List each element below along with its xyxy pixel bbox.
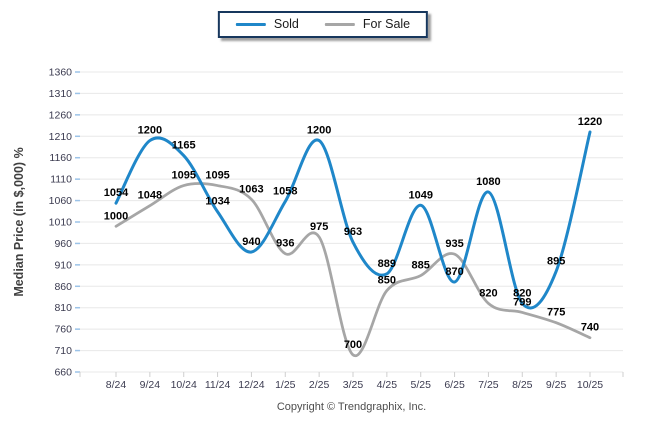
x-tick-label: 3/25	[343, 379, 364, 391]
y-tick-label: 1360	[49, 67, 73, 79]
x-tick-label: 4/25	[377, 379, 398, 391]
for-sale-point-label: 885	[412, 260, 430, 272]
for-sale-point-label: 1063	[239, 183, 263, 195]
y-tick-label: 1160	[49, 152, 72, 164]
for-sale-line	[114, 182, 592, 357]
for-sale-point-label: 1095	[205, 170, 229, 182]
for-sale-point-label: 700	[344, 339, 362, 351]
legend-item-for-sale: For Sale	[324, 17, 411, 31]
sold-point-label: 1080	[476, 176, 500, 188]
legend-label: For Sale	[362, 17, 411, 31]
sold-point-label: 1220	[578, 116, 602, 128]
y-tick-label: 1260	[49, 109, 73, 121]
sold-line	[114, 130, 592, 310]
y-tick-label: 660	[54, 367, 72, 379]
y-tick-label: 910	[54, 259, 72, 271]
y-tick-label: 1310	[49, 88, 73, 100]
x-tick-label: 10/24	[171, 379, 197, 391]
sold-point-label: 1049	[408, 189, 432, 201]
legend-label: Sold	[273, 17, 299, 31]
y-tick-label: 960	[54, 238, 72, 250]
for-sale-point-label: 1000	[104, 210, 128, 222]
x-tick-label: 7/25	[478, 379, 499, 391]
sold-point-label: 1200	[138, 125, 162, 137]
for-sale-point-label: 936	[276, 238, 294, 250]
y-tick-label: 1210	[49, 131, 73, 143]
y-tick-label: 860	[54, 281, 72, 293]
y-tick-label: 1010	[49, 217, 73, 229]
sold-point-label: 895	[547, 255, 565, 267]
for-sale-point-label: 1095	[171, 170, 195, 182]
legend-swatch-for-sale	[324, 22, 355, 26]
legend-swatch-sold	[235, 22, 266, 26]
x-tick-label: 5/25	[410, 379, 431, 391]
for-sale-point-label: 799	[513, 296, 531, 308]
for-sale-point-label: 975	[310, 221, 328, 233]
x-tick-label: 10/25	[577, 379, 603, 391]
y-tick-label: 710	[54, 345, 72, 357]
copyright-text: Copyright © Trendgraphix, Inc.	[276, 401, 427, 413]
sold-point-label: 1200	[307, 125, 331, 137]
sold-point-label: 1058	[273, 185, 297, 197]
x-tick-label: 12/24	[238, 379, 264, 391]
x-tick-label: 9/24	[140, 379, 161, 391]
sold-point-label: 1054	[104, 187, 129, 199]
sold-point-label: 870	[445, 266, 463, 278]
y-axis-title: Median Price (in $,000) %	[12, 147, 26, 297]
x-tick-label: 8/25	[512, 379, 533, 391]
sold-point-label: 1034	[205, 196, 230, 208]
for-sale-point-label: 1048	[138, 190, 162, 202]
for-sale-point-label: 775	[547, 307, 565, 319]
y-tick-label: 1110	[50, 174, 72, 186]
y-tick-label: 1060	[49, 195, 73, 207]
sold-point-label: 963	[344, 226, 362, 238]
sold-point-label: 940	[242, 236, 260, 248]
x-tick-label: 11/24	[205, 379, 231, 391]
for-sale-point-label: 935	[445, 238, 463, 250]
sold-point-label: 1165	[172, 140, 196, 152]
sold-point-label: 820	[513, 287, 531, 299]
sold-point-label: 889	[378, 258, 396, 270]
for-sale-point-label: 850	[378, 275, 396, 287]
y-tick-label: 810	[54, 302, 72, 314]
x-tick-label: 9/25	[546, 379, 567, 391]
for-sale-point-label: 740	[581, 322, 599, 334]
x-tick-label: 1/25	[275, 379, 296, 391]
chart-legend: Sold For Sale	[217, 11, 429, 38]
legend-item-sold: Sold	[235, 17, 299, 31]
x-tick-label: 8/24	[106, 379, 127, 391]
for-sale-point-label: 820	[479, 287, 497, 299]
y-tick-label: 760	[54, 324, 72, 336]
x-tick-label: 6/25	[444, 379, 465, 391]
x-tick-label: 2/25	[309, 379, 330, 391]
